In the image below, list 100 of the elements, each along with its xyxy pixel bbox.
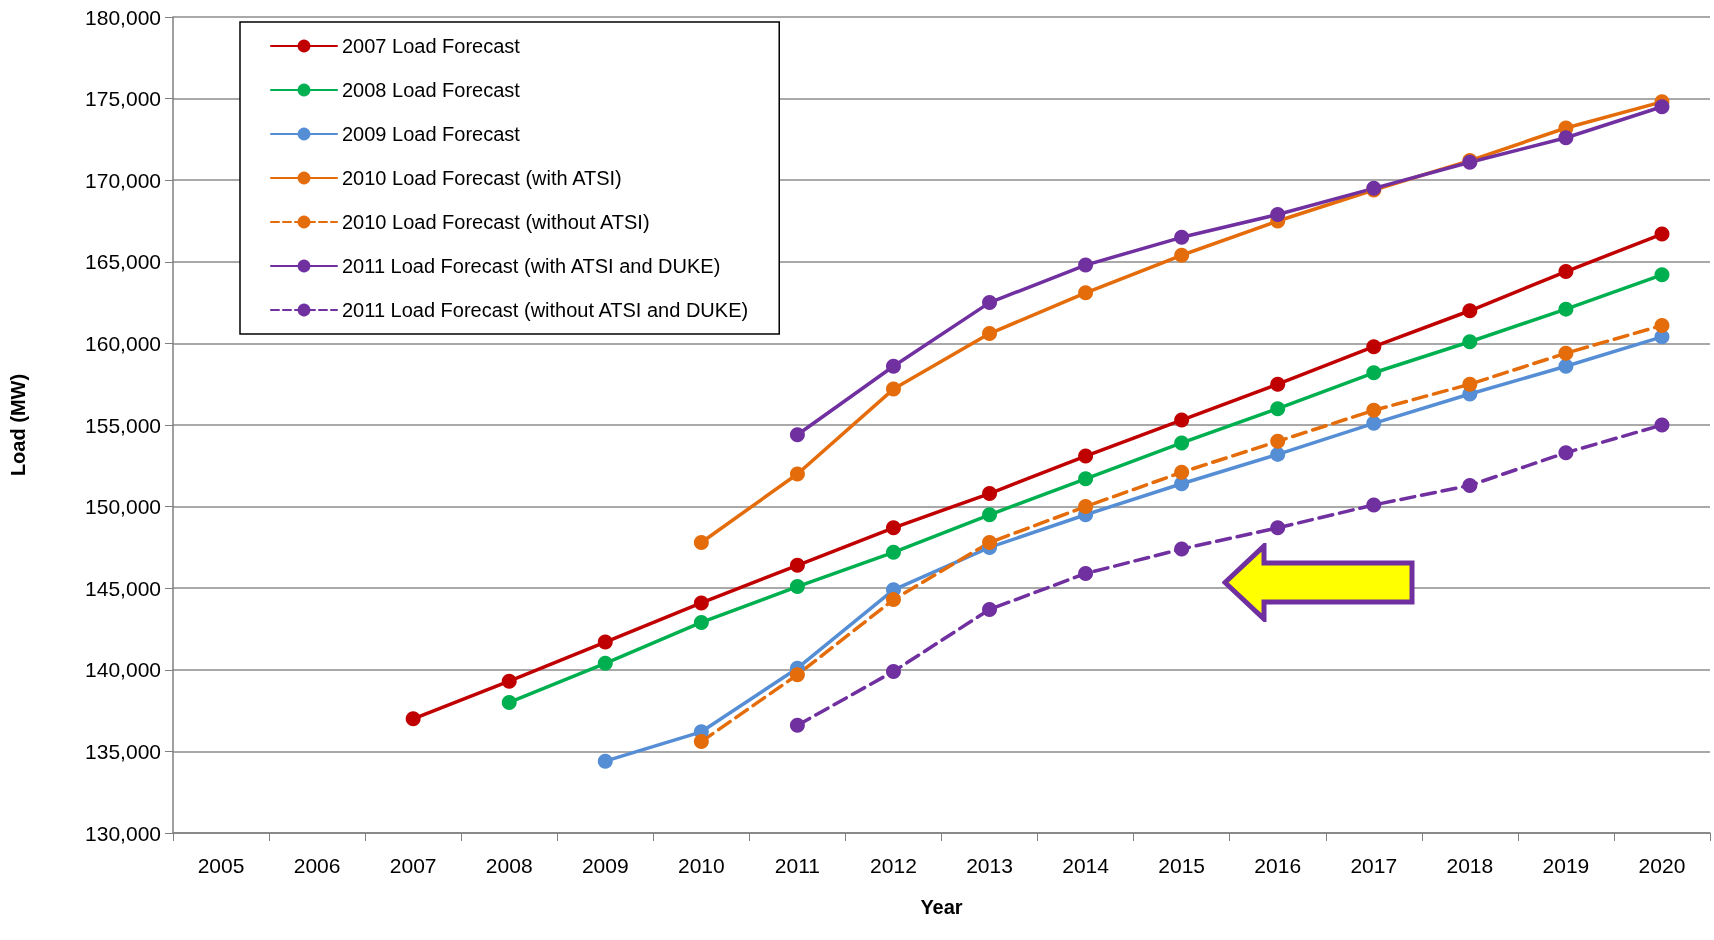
point <box>789 466 805 482</box>
point <box>789 717 805 733</box>
x-tick-label: 2016 <box>1254 854 1302 877</box>
point <box>1366 415 1382 431</box>
point <box>1462 376 1478 392</box>
y-tick-label: 180,000 <box>85 5 161 29</box>
point <box>1366 365 1382 381</box>
legend-label: 2011 Load Forecast (without ATSI and DUKE) <box>342 299 749 321</box>
point <box>885 520 901 536</box>
legend-label: 2009 Load Forecast <box>342 123 521 145</box>
point <box>1366 497 1382 513</box>
x-tick-label: 2014 <box>1062 854 1110 877</box>
point <box>1462 303 1478 319</box>
x-tick-label: 2007 <box>389 854 437 877</box>
legend-label: 2007 Load Forecast <box>342 35 521 57</box>
legend-label: 2010 Load Forecast (with ATSI) <box>342 167 622 189</box>
point <box>885 592 901 608</box>
point <box>597 655 613 671</box>
legend-label: 2010 Load Forecast (without ATSI) <box>342 211 650 233</box>
point <box>693 595 709 611</box>
x-tick-label: 2019 <box>1542 854 1590 877</box>
point <box>1270 401 1286 417</box>
point <box>1558 345 1574 361</box>
point <box>693 734 709 750</box>
y-tick-label: 155,000 <box>85 413 161 437</box>
x-tick-label: 2013 <box>966 854 1013 877</box>
point <box>1558 130 1574 146</box>
point <box>1078 566 1094 582</box>
x-tick-label: 2015 <box>1158 854 1206 877</box>
x-tick-label: 2020 <box>1638 854 1686 877</box>
point <box>885 544 901 560</box>
point <box>693 535 709 550</box>
point <box>1462 477 1478 493</box>
y-tick-label: 130,000 <box>85 821 161 845</box>
point <box>789 667 805 683</box>
point <box>1174 541 1190 557</box>
legend-label: 2011 Load Forecast (with ATSI and DUKE) <box>342 255 721 277</box>
y-tick-label: 140,000 <box>85 658 161 682</box>
point <box>1174 412 1190 428</box>
point <box>405 711 421 727</box>
x-tick-label: 2010 <box>677 854 725 877</box>
point <box>885 663 901 679</box>
point <box>982 535 998 550</box>
point <box>982 601 998 617</box>
point <box>1174 435 1190 451</box>
x-tick-label: 2012 <box>870 854 917 877</box>
point <box>1558 445 1574 461</box>
y-axis-title: Load (MW) <box>7 373 29 477</box>
y-tick-label: 160,000 <box>85 331 161 355</box>
point <box>1174 464 1190 480</box>
x-tick-label: 2017 <box>1350 854 1398 877</box>
x-tick-label: 2011 <box>774 854 820 877</box>
x-tick-label: 2018 <box>1446 854 1494 877</box>
point <box>1078 448 1094 464</box>
point <box>789 579 805 595</box>
x-tick-label: 2006 <box>293 854 341 877</box>
point <box>693 614 709 630</box>
point <box>982 295 998 311</box>
y-tick-label: 175,000 <box>85 87 161 111</box>
point <box>1558 264 1574 280</box>
point <box>982 486 998 502</box>
point <box>1654 317 1670 333</box>
point <box>1078 499 1094 515</box>
point <box>1462 334 1478 350</box>
y-tick-label: 165,000 <box>85 250 161 274</box>
point <box>885 358 901 374</box>
point <box>1654 226 1670 242</box>
point <box>1366 339 1382 355</box>
point <box>1078 471 1094 487</box>
point <box>1174 229 1190 245</box>
point <box>1558 301 1574 317</box>
x-axis-title: Year <box>920 896 963 918</box>
x-tick-label: 2009 <box>581 854 629 877</box>
point <box>982 326 998 342</box>
point <box>1654 267 1670 283</box>
point <box>789 557 805 573</box>
point <box>501 694 517 710</box>
point <box>501 673 517 689</box>
point <box>789 427 805 443</box>
x-tick-label: 2005 <box>197 854 245 877</box>
point <box>885 381 901 397</box>
y-tick-label: 145,000 <box>85 576 161 600</box>
point <box>1270 376 1286 392</box>
point <box>1654 99 1670 115</box>
y-tick-label: 170,000 <box>85 168 161 192</box>
point <box>1366 402 1382 418</box>
point <box>1654 417 1670 433</box>
point <box>597 753 613 769</box>
legend-label: 2008 Load Forecast <box>342 79 521 101</box>
point <box>1174 247 1190 263</box>
y-tick-label: 150,000 <box>85 495 161 519</box>
y-tick-label: 135,000 <box>85 739 161 763</box>
x-tick-label: 2008 <box>485 854 533 877</box>
point <box>1270 520 1286 536</box>
point <box>1558 358 1574 374</box>
point <box>982 507 998 523</box>
point <box>1270 433 1286 449</box>
point <box>1270 446 1286 462</box>
point <box>1270 206 1286 222</box>
point <box>1078 257 1094 273</box>
